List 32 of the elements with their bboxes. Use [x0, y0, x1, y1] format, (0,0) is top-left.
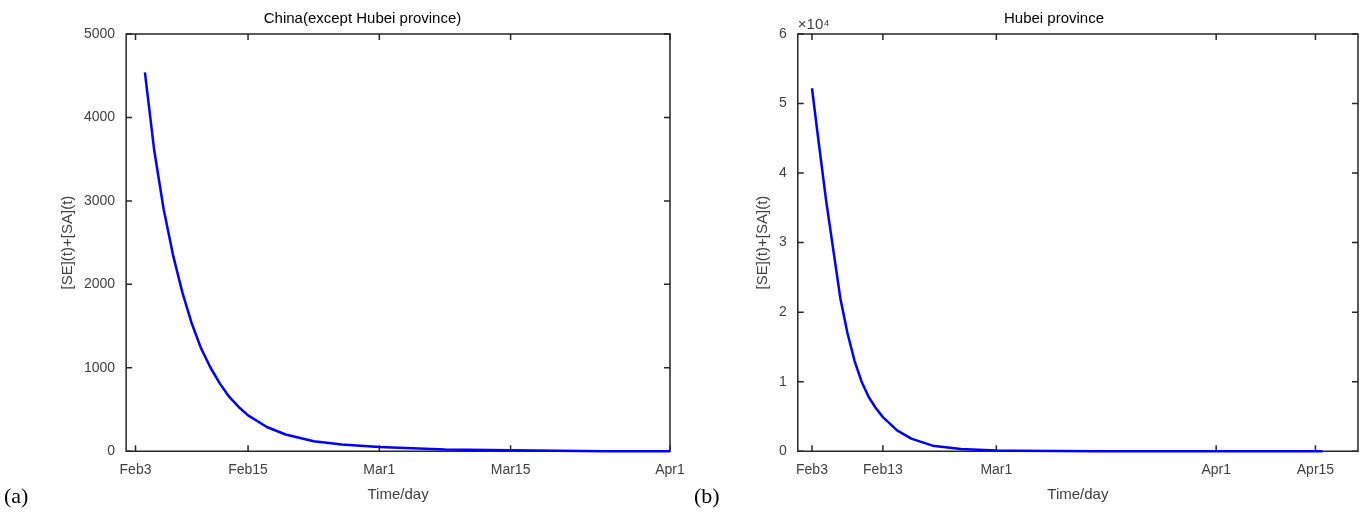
y-tick-label: 2: [778, 302, 787, 319]
x-tick-label: Apr1: [1201, 461, 1232, 478]
x-axis-title: Time/day: [367, 485, 430, 503]
x-tick-label: Feb13: [863, 461, 903, 478]
y-tick-label: 5: [778, 94, 787, 111]
x-tick-label: Feb3: [796, 461, 829, 478]
y-axis-title: [SE](t)+[SA](t): [58, 195, 76, 290]
y-tick-label: 6: [778, 24, 787, 41]
y-tick-label: 4000: [83, 108, 116, 125]
text: ×10⁴: [797, 14, 830, 32]
x-tick-label: Mar15: [490, 461, 531, 478]
chart-title: China(except Hubei province): [263, 9, 462, 27]
x-tick-label: Apr15: [1296, 461, 1335, 478]
y-tick-label: 0: [107, 442, 116, 459]
y-tick-label: 4: [778, 163, 787, 180]
x-tick-label: Feb15: [228, 461, 269, 478]
y-tick-label: 3000: [83, 191, 116, 208]
y-tick-label: 2000: [83, 275, 116, 292]
y-tick-label: 5000: [83, 24, 116, 41]
y-tick-label: 1: [778, 372, 787, 389]
x-tick-label: Mar1: [363, 461, 396, 478]
x-tick-label: Apr1: [655, 461, 685, 478]
y-tick-label: 1000: [83, 358, 116, 375]
y-tick-label: 3: [778, 233, 787, 250]
text: (b): [694, 482, 720, 508]
x-axis-title: Time/day: [1047, 485, 1109, 503]
chart-title: Hubei province: [1003, 9, 1105, 27]
text: (a): [4, 482, 29, 508]
x-tick-label: Feb3: [119, 461, 152, 478]
y-tick-label: 0: [778, 442, 787, 459]
x-tick-label: Mar1: [980, 461, 1013, 478]
y-axis-title: [SE](t)+[SA](t): [753, 195, 771, 290]
